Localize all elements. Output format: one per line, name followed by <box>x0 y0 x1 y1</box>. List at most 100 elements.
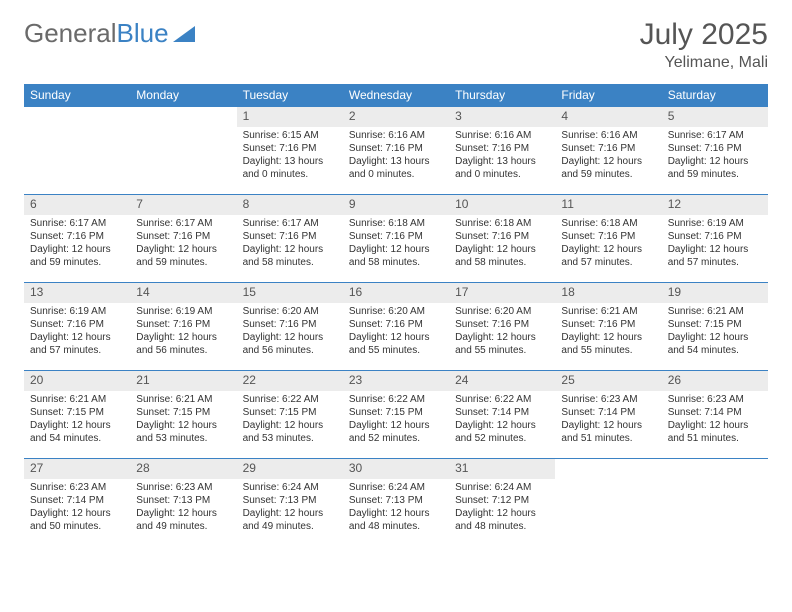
sunrise-text: Sunrise: 6:23 AM <box>561 393 655 406</box>
daylight-text: Daylight: 12 hours and 55 minutes. <box>455 331 549 357</box>
calendar-cell: 11Sunrise: 6:18 AMSunset: 7:16 PMDayligh… <box>555 195 661 283</box>
cell-body <box>130 127 236 133</box>
calendar-cell: 6Sunrise: 6:17 AMSunset: 7:16 PMDaylight… <box>24 195 130 283</box>
title-block: July 2025 Yelimane, Mali <box>640 18 768 72</box>
sunset-text: Sunset: 7:12 PM <box>455 494 549 507</box>
day-number: 2 <box>343 107 449 127</box>
sunset-text: Sunset: 7:16 PM <box>136 230 230 243</box>
day-number: 15 <box>237 283 343 303</box>
sunrise-text: Sunrise: 6:21 AM <box>561 305 655 318</box>
cell-body: Sunrise: 6:24 AMSunset: 7:12 PMDaylight:… <box>449 479 555 537</box>
dayhead-sun: Sunday <box>24 84 130 107</box>
sunset-text: Sunset: 7:16 PM <box>668 230 762 243</box>
dayhead-fri: Friday <box>555 84 661 107</box>
cell-body: Sunrise: 6:16 AMSunset: 7:16 PMDaylight:… <box>449 127 555 185</box>
calendar-cell: 19Sunrise: 6:21 AMSunset: 7:15 PMDayligh… <box>662 283 768 371</box>
cell-body: Sunrise: 6:20 AMSunset: 7:16 PMDaylight:… <box>449 303 555 361</box>
calendar-cell: 14Sunrise: 6:19 AMSunset: 7:16 PMDayligh… <box>130 283 236 371</box>
sunset-text: Sunset: 7:14 PM <box>668 406 762 419</box>
daylight-text: Daylight: 12 hours and 59 minutes. <box>136 243 230 269</box>
sunrise-text: Sunrise: 6:24 AM <box>455 481 549 494</box>
daylight-text: Daylight: 12 hours and 49 minutes. <box>136 507 230 533</box>
day-number: 16 <box>343 283 449 303</box>
daylight-text: Daylight: 12 hours and 48 minutes. <box>349 507 443 533</box>
day-number: 5 <box>662 107 768 127</box>
cell-body: Sunrise: 6:20 AMSunset: 7:16 PMDaylight:… <box>237 303 343 361</box>
daylight-text: Daylight: 12 hours and 54 minutes. <box>30 419 124 445</box>
day-number: 19 <box>662 283 768 303</box>
cell-body: Sunrise: 6:17 AMSunset: 7:16 PMDaylight:… <box>24 215 130 273</box>
sunrise-text: Sunrise: 6:17 AM <box>243 217 337 230</box>
sunset-text: Sunset: 7:16 PM <box>349 230 443 243</box>
sunset-text: Sunset: 7:16 PM <box>455 318 549 331</box>
cell-body: Sunrise: 6:23 AMSunset: 7:14 PMDaylight:… <box>662 391 768 449</box>
calendar-cell: 7Sunrise: 6:17 AMSunset: 7:16 PMDaylight… <box>130 195 236 283</box>
calendar-cell: 27Sunrise: 6:23 AMSunset: 7:14 PMDayligh… <box>24 459 130 547</box>
sunrise-text: Sunrise: 6:20 AM <box>455 305 549 318</box>
day-number: 10 <box>449 195 555 215</box>
calendar-cell: 31Sunrise: 6:24 AMSunset: 7:12 PMDayligh… <box>449 459 555 547</box>
calendar-header-row: Sunday Monday Tuesday Wednesday Thursday… <box>24 84 768 107</box>
sunrise-text: Sunrise: 6:24 AM <box>349 481 443 494</box>
daylight-text: Daylight: 12 hours and 57 minutes. <box>30 331 124 357</box>
sunrise-text: Sunrise: 6:19 AM <box>30 305 124 318</box>
calendar-cell: 16Sunrise: 6:20 AMSunset: 7:16 PMDayligh… <box>343 283 449 371</box>
calendar-body: 1Sunrise: 6:15 AMSunset: 7:16 PMDaylight… <box>24 107 768 547</box>
cell-body: Sunrise: 6:21 AMSunset: 7:15 PMDaylight:… <box>130 391 236 449</box>
cell-body: Sunrise: 6:19 AMSunset: 7:16 PMDaylight:… <box>130 303 236 361</box>
sunset-text: Sunset: 7:16 PM <box>349 142 443 155</box>
cell-body: Sunrise: 6:17 AMSunset: 7:16 PMDaylight:… <box>237 215 343 273</box>
day-number: 8 <box>237 195 343 215</box>
cell-body: Sunrise: 6:23 AMSunset: 7:14 PMDaylight:… <box>24 479 130 537</box>
daylight-text: Daylight: 12 hours and 55 minutes. <box>561 331 655 357</box>
calendar-cell: 20Sunrise: 6:21 AMSunset: 7:15 PMDayligh… <box>24 371 130 459</box>
cell-body: Sunrise: 6:23 AMSunset: 7:14 PMDaylight:… <box>555 391 661 449</box>
day-number: 26 <box>662 371 768 391</box>
day-number: 1 <box>237 107 343 127</box>
cell-body: Sunrise: 6:24 AMSunset: 7:13 PMDaylight:… <box>343 479 449 537</box>
logo-text-blue: Blue <box>117 18 169 49</box>
daylight-text: Daylight: 12 hours and 57 minutes. <box>668 243 762 269</box>
day-number <box>662 459 768 479</box>
calendar-cell <box>555 459 661 547</box>
daylight-text: Daylight: 13 hours and 0 minutes. <box>349 155 443 181</box>
daylight-text: Daylight: 12 hours and 54 minutes. <box>668 331 762 357</box>
sunset-text: Sunset: 7:15 PM <box>668 318 762 331</box>
sunset-text: Sunset: 7:15 PM <box>243 406 337 419</box>
dayhead-thu: Thursday <box>449 84 555 107</box>
sunset-text: Sunset: 7:16 PM <box>455 230 549 243</box>
sunrise-text: Sunrise: 6:20 AM <box>349 305 443 318</box>
sunset-text: Sunset: 7:15 PM <box>136 406 230 419</box>
calendar-cell: 28Sunrise: 6:23 AMSunset: 7:13 PMDayligh… <box>130 459 236 547</box>
sunrise-text: Sunrise: 6:19 AM <box>136 305 230 318</box>
sunset-text: Sunset: 7:16 PM <box>668 142 762 155</box>
calendar-row: 6Sunrise: 6:17 AMSunset: 7:16 PMDaylight… <box>24 195 768 283</box>
cell-body: Sunrise: 6:17 AMSunset: 7:16 PMDaylight:… <box>662 127 768 185</box>
day-number: 6 <box>24 195 130 215</box>
sunset-text: Sunset: 7:16 PM <box>243 230 337 243</box>
cell-body: Sunrise: 6:21 AMSunset: 7:16 PMDaylight:… <box>555 303 661 361</box>
daylight-text: Daylight: 12 hours and 50 minutes. <box>30 507 124 533</box>
sunrise-text: Sunrise: 6:21 AM <box>30 393 124 406</box>
header: GeneralBlue July 2025 Yelimane, Mali <box>24 18 768 72</box>
calendar-cell: 5Sunrise: 6:17 AMSunset: 7:16 PMDaylight… <box>662 107 768 195</box>
calendar-cell: 21Sunrise: 6:21 AMSunset: 7:15 PMDayligh… <box>130 371 236 459</box>
sunset-text: Sunset: 7:16 PM <box>349 318 443 331</box>
daylight-text: Daylight: 12 hours and 58 minutes. <box>243 243 337 269</box>
daylight-text: Daylight: 12 hours and 59 minutes. <box>668 155 762 181</box>
cell-body: Sunrise: 6:16 AMSunset: 7:16 PMDaylight:… <box>343 127 449 185</box>
day-number: 25 <box>555 371 661 391</box>
day-number: 12 <box>662 195 768 215</box>
cell-body: Sunrise: 6:18 AMSunset: 7:16 PMDaylight:… <box>555 215 661 273</box>
sunrise-text: Sunrise: 6:23 AM <box>136 481 230 494</box>
daylight-text: Daylight: 12 hours and 48 minutes. <box>455 507 549 533</box>
day-number: 31 <box>449 459 555 479</box>
day-number: 3 <box>449 107 555 127</box>
sunrise-text: Sunrise: 6:17 AM <box>136 217 230 230</box>
day-number <box>555 459 661 479</box>
sunrise-text: Sunrise: 6:16 AM <box>349 129 443 142</box>
calendar-cell: 8Sunrise: 6:17 AMSunset: 7:16 PMDaylight… <box>237 195 343 283</box>
daylight-text: Daylight: 12 hours and 56 minutes. <box>243 331 337 357</box>
calendar-cell: 1Sunrise: 6:15 AMSunset: 7:16 PMDaylight… <box>237 107 343 195</box>
sunrise-text: Sunrise: 6:19 AM <box>668 217 762 230</box>
